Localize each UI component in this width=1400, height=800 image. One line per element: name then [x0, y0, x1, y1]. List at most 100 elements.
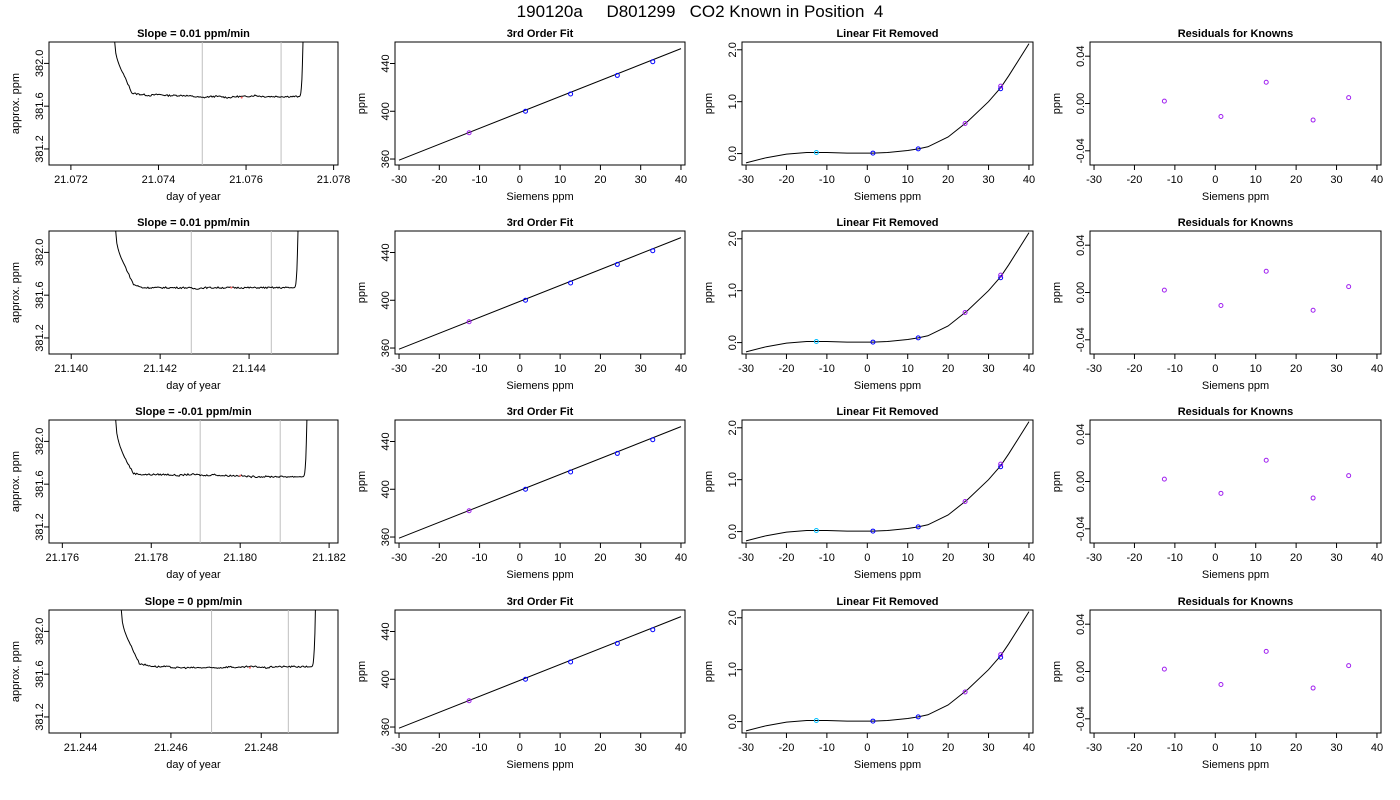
y-tick-label: 381.2	[34, 324, 46, 352]
x-tick-label: 0	[1212, 552, 1218, 564]
plot-area	[745, 611, 1030, 732]
y-axis-label: ppm	[703, 282, 715, 303]
x-tick-label: 21.246	[154, 742, 188, 754]
y-tick-label: 360	[380, 718, 392, 736]
panel-title: 3rd Order Fit	[507, 596, 574, 608]
x-tick-label: -10	[819, 174, 835, 186]
y-axis-label: ppm	[703, 661, 715, 682]
panel-title: Slope = -0.01 ppm/min	[135, 406, 252, 418]
data-point	[1346, 473, 1352, 479]
y-tick-label: 381.2	[34, 703, 46, 731]
plot-area	[120, 610, 316, 733]
data-point	[870, 339, 876, 345]
plot-area	[745, 43, 1030, 164]
y-axis-label: ppm	[1051, 661, 1063, 682]
x-tick-label: -20	[1127, 363, 1143, 375]
x-axis-label: Siemens ppm	[506, 759, 573, 771]
x-tick-label: 20	[594, 552, 606, 564]
x-tick-label: -30	[391, 742, 407, 754]
x-tick-label: -10	[1167, 363, 1183, 375]
plot-area	[398, 426, 682, 539]
y-tick-label: 400	[380, 102, 392, 120]
x-axis-label: day of year	[166, 569, 221, 581]
x-tick-label: 21.176	[46, 552, 80, 564]
data-point	[870, 150, 876, 156]
x-tick-label: 21.144	[232, 363, 266, 375]
data-point	[1161, 476, 1167, 482]
y-tick-label: 2.0	[727, 231, 739, 246]
data-point	[1161, 98, 1167, 104]
panel-title: Slope = 0.01 ppm/min	[137, 28, 250, 40]
y-tick-label: -0.04	[1075, 706, 1087, 731]
x-axis-label: Siemens ppm	[1202, 569, 1269, 581]
data-point	[1161, 287, 1167, 293]
x-tick-label: 10	[554, 363, 566, 375]
y-tick-label: 400	[380, 670, 392, 688]
x-tick-label: 20	[942, 363, 954, 375]
panel-title: Residuals for Knowns	[1178, 28, 1294, 40]
x-tick-label: 10	[554, 552, 566, 564]
x-tick-label: 20	[942, 552, 954, 564]
fit-curve	[745, 232, 1030, 353]
y-tick-label: 2.0	[727, 42, 739, 57]
fit-curve	[745, 43, 1030, 164]
panel-3-1: 3rd Order Fit -30 -20 -10 0 10 20 30 40 360 400 440…	[356, 596, 687, 771]
y-axis-label: ppm	[356, 282, 368, 303]
plot-frame	[1089, 419, 1382, 544]
plot-area	[1161, 648, 1352, 691]
data-point	[962, 689, 968, 695]
panel-3-0: Slope = 0 ppm/min 21.244 21.246 21.248 381.2…	[10, 596, 339, 771]
data-point	[650, 437, 656, 443]
y-tick-label: 382.0	[34, 428, 46, 456]
x-tick-label: 0	[1212, 742, 1218, 754]
panel-title: Slope = 0.01 ppm/min	[137, 217, 250, 229]
y-tick-label: -0.04	[1075, 327, 1087, 352]
x-tick-label: -20	[779, 742, 795, 754]
data-point	[1310, 117, 1316, 123]
plot-frame	[741, 419, 1034, 544]
data-point	[1263, 268, 1269, 274]
y-axis-label: ppm	[356, 661, 368, 682]
x-tick-label: -10	[1167, 552, 1183, 564]
plot-frame	[48, 41, 339, 166]
x-tick-label: 20	[1290, 174, 1302, 186]
data-point	[1218, 490, 1224, 496]
plot-area	[398, 48, 682, 161]
data-point	[962, 120, 968, 126]
y-tick-label: 0.00	[1075, 282, 1087, 303]
x-tick-label: -30	[1086, 174, 1102, 186]
x-tick-label: 0	[517, 363, 523, 375]
plot-area	[745, 232, 1030, 353]
plot-area	[114, 42, 304, 165]
y-tick-label: 0.04	[1075, 613, 1087, 634]
panel-1-2: Linear Fit Removed -30 -20 -10 0 10 20 30 40 0.0 1…	[703, 217, 1035, 392]
x-tick-label: 20	[1290, 363, 1302, 375]
data-point	[614, 450, 620, 456]
data-point	[915, 714, 921, 720]
x-axis-label: Siemens ppm	[1202, 380, 1269, 392]
y-axis-label: approx. ppm	[10, 451, 22, 512]
y-tick-label: 440	[380, 432, 392, 450]
y-tick-label: 1.0	[727, 283, 739, 298]
plot-frame	[394, 41, 686, 166]
y-axis-label: ppm	[703, 471, 715, 492]
x-tick-label: 21.180	[223, 552, 257, 564]
panel-title: Slope = 0 ppm/min	[145, 596, 243, 608]
x-tick-label: 21.178	[134, 552, 168, 564]
y-tick-label: 381.6	[34, 92, 46, 120]
fit-curve	[398, 616, 682, 729]
plot-frame	[1089, 230, 1382, 355]
data-point	[998, 86, 1004, 92]
data-point	[962, 498, 968, 504]
y-tick-label: 381.2	[34, 513, 46, 541]
x-tick-label: 0	[1212, 363, 1218, 375]
x-tick-label: 20	[594, 363, 606, 375]
fit-curve	[398, 426, 682, 539]
x-tick-label: 30	[1330, 742, 1342, 754]
y-axis-label: approx. ppm	[10, 641, 22, 702]
x-tick-label: 0	[517, 552, 523, 564]
x-tick-label: 40	[675, 552, 687, 564]
window-mean-point	[230, 286, 233, 289]
y-tick-label: 400	[380, 480, 392, 498]
plot-frame	[48, 419, 339, 544]
